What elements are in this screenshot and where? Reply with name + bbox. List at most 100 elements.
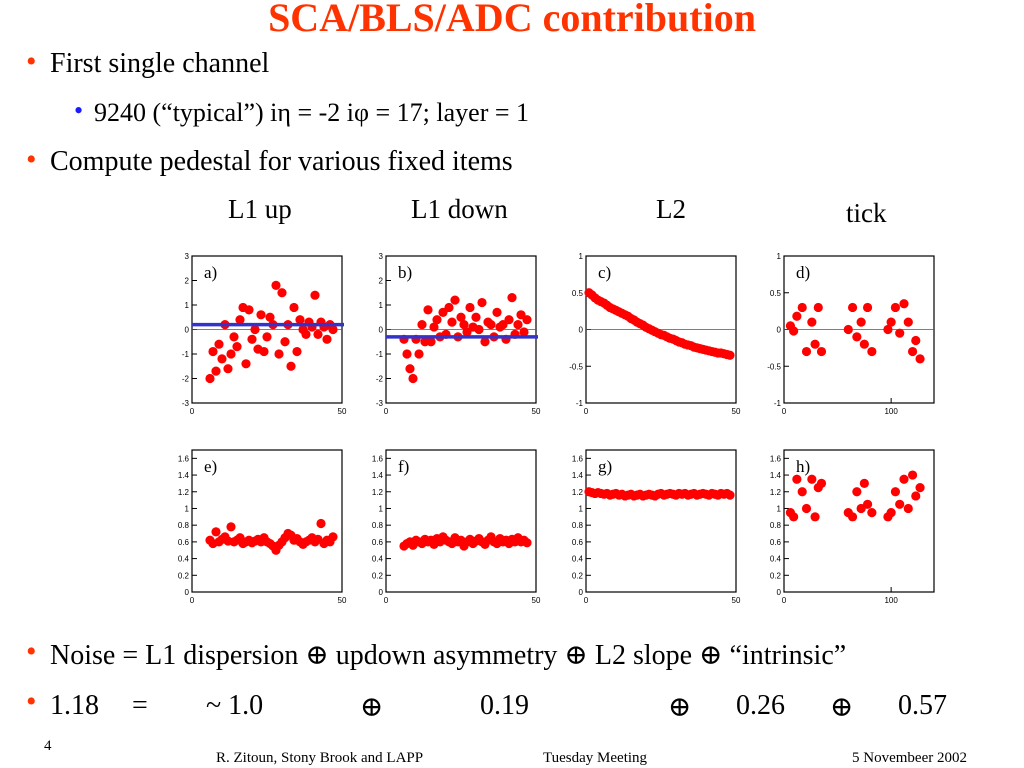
data-point <box>915 354 925 364</box>
y-tick-label: 0.8 <box>770 521 782 530</box>
bullet-text: First single channel <box>50 48 270 79</box>
data-point <box>725 350 735 360</box>
data-point <box>810 339 820 349</box>
data-point <box>292 346 302 357</box>
data-point <box>465 302 475 313</box>
x-tick-label: 0 <box>584 407 589 416</box>
data-point <box>432 315 442 325</box>
y-tick-label: 1 <box>379 504 384 513</box>
x-tick-label: 0 <box>384 596 389 605</box>
y-tick-label: 1.2 <box>572 488 584 497</box>
data-point <box>295 315 305 325</box>
data-point <box>208 346 218 357</box>
data-point <box>471 312 481 322</box>
data-point <box>792 311 802 321</box>
plot-f: 1.6 1.4 1.2 1 0.8 0.6 0.4 0.2 00 50 f) <box>372 449 541 605</box>
data-point <box>456 312 466 322</box>
y-tick-label: 1.2 <box>770 488 782 497</box>
plot-e: 1.6 1.4 1.2 1 0.8 0.6 0.4 0.2 00 50 e) <box>178 449 347 605</box>
x-tick-label: 0 <box>782 407 787 416</box>
data-point <box>328 324 338 335</box>
data-point <box>899 474 909 484</box>
eq-term-4: 0.57 <box>898 690 947 721</box>
y-tick-label: 1 <box>579 252 584 261</box>
plot-frame <box>191 449 343 593</box>
data-point <box>405 364 415 374</box>
data-point <box>915 482 925 493</box>
x-tick-label: 0 <box>384 407 389 416</box>
bullet-dot-icon: • <box>26 635 37 668</box>
y-tick-label: 1.4 <box>572 471 584 480</box>
eq-term-1: ~ 1.0 <box>206 690 264 721</box>
data-point <box>816 478 827 489</box>
y-tick-label: 1.6 <box>572 454 584 463</box>
panel-label: b) <box>398 263 412 282</box>
data-point <box>402 349 412 359</box>
y-tick-label: 0 <box>777 588 782 597</box>
data-point <box>852 332 862 342</box>
data-point <box>232 342 242 352</box>
y-tick-label: -0.5 <box>767 362 781 371</box>
y-tick-label: 0.5 <box>572 289 584 298</box>
y-tick-label: 0.8 <box>372 521 384 530</box>
data-point <box>801 346 812 357</box>
data-point <box>205 373 215 384</box>
data-point <box>504 315 514 325</box>
y-tick-label: 0 <box>579 326 584 335</box>
y-tick-label: 1.6 <box>178 454 190 463</box>
data-point <box>911 335 921 346</box>
data-point <box>480 337 490 347</box>
y-tick-label: 0.8 <box>572 521 584 530</box>
y-tick-label: -1 <box>774 399 782 408</box>
y-tick-label: 1.6 <box>770 454 782 463</box>
x-tick-label: 50 <box>532 596 541 605</box>
y-tick-label: -1 <box>182 350 190 359</box>
data-point <box>886 317 896 327</box>
y-tick-label: -0.5 <box>569 362 583 371</box>
column-label-l1-up: L1 up <box>228 194 292 224</box>
panel-label: f) <box>398 457 409 476</box>
y-tick-label: 0.2 <box>770 571 782 580</box>
data-point <box>244 305 254 315</box>
data-point <box>522 538 532 548</box>
data-point <box>789 512 799 522</box>
y-tick-label: 0.2 <box>572 571 584 580</box>
eq-term-3: 0.26 <box>736 690 785 721</box>
data-point <box>447 317 457 327</box>
plot-frame <box>585 449 737 593</box>
data-point <box>847 512 858 522</box>
data-point <box>301 329 311 339</box>
bullet-first-channel: • First single channel <box>26 45 270 80</box>
y-tick-label: -1 <box>576 399 584 408</box>
column-label-tick: tick <box>846 198 887 228</box>
y-tick-label: 0.2 <box>178 571 190 580</box>
y-tick-label: 0 <box>379 326 384 335</box>
y-tick-label: 0.6 <box>572 538 584 547</box>
eq-equals: = <box>132 690 148 721</box>
y-tick-label: 0.8 <box>178 521 190 530</box>
bullet-compute-pedestal: • Compute pedestal for various fixed ite… <box>26 143 513 178</box>
data-point <box>519 327 529 337</box>
sub-bullet-channel-info: • 9240 (“typical”) iη = -2 iφ = 17; laye… <box>74 96 529 128</box>
plot-frame <box>385 449 537 593</box>
panel-label: c) <box>598 263 611 282</box>
data-point <box>214 339 224 349</box>
bullet-text: Noise = L1 dispersion ⊕ updown asymmetry… <box>50 640 847 671</box>
y-tick-label: 0.4 <box>770 555 782 564</box>
data-point <box>423 305 433 315</box>
y-tick-label: -2 <box>182 375 190 384</box>
eq-oplus-1: ⊕ <box>360 692 384 723</box>
x-tick-label: 100 <box>884 407 898 416</box>
data-point <box>259 346 269 357</box>
y-tick-label: 3 <box>379 252 384 261</box>
data-point <box>316 518 326 529</box>
x-tick-label: 50 <box>338 596 347 605</box>
y-tick-label: -3 <box>182 399 190 408</box>
eq-term-2: 0.19 <box>480 690 529 721</box>
y-tick-label: 1 <box>777 504 782 513</box>
x-tick-label: 0 <box>782 596 787 605</box>
data-point <box>492 307 502 317</box>
bullet-noise-formula: • Noise = L1 dispersion ⊕ updown asymmet… <box>26 635 847 672</box>
